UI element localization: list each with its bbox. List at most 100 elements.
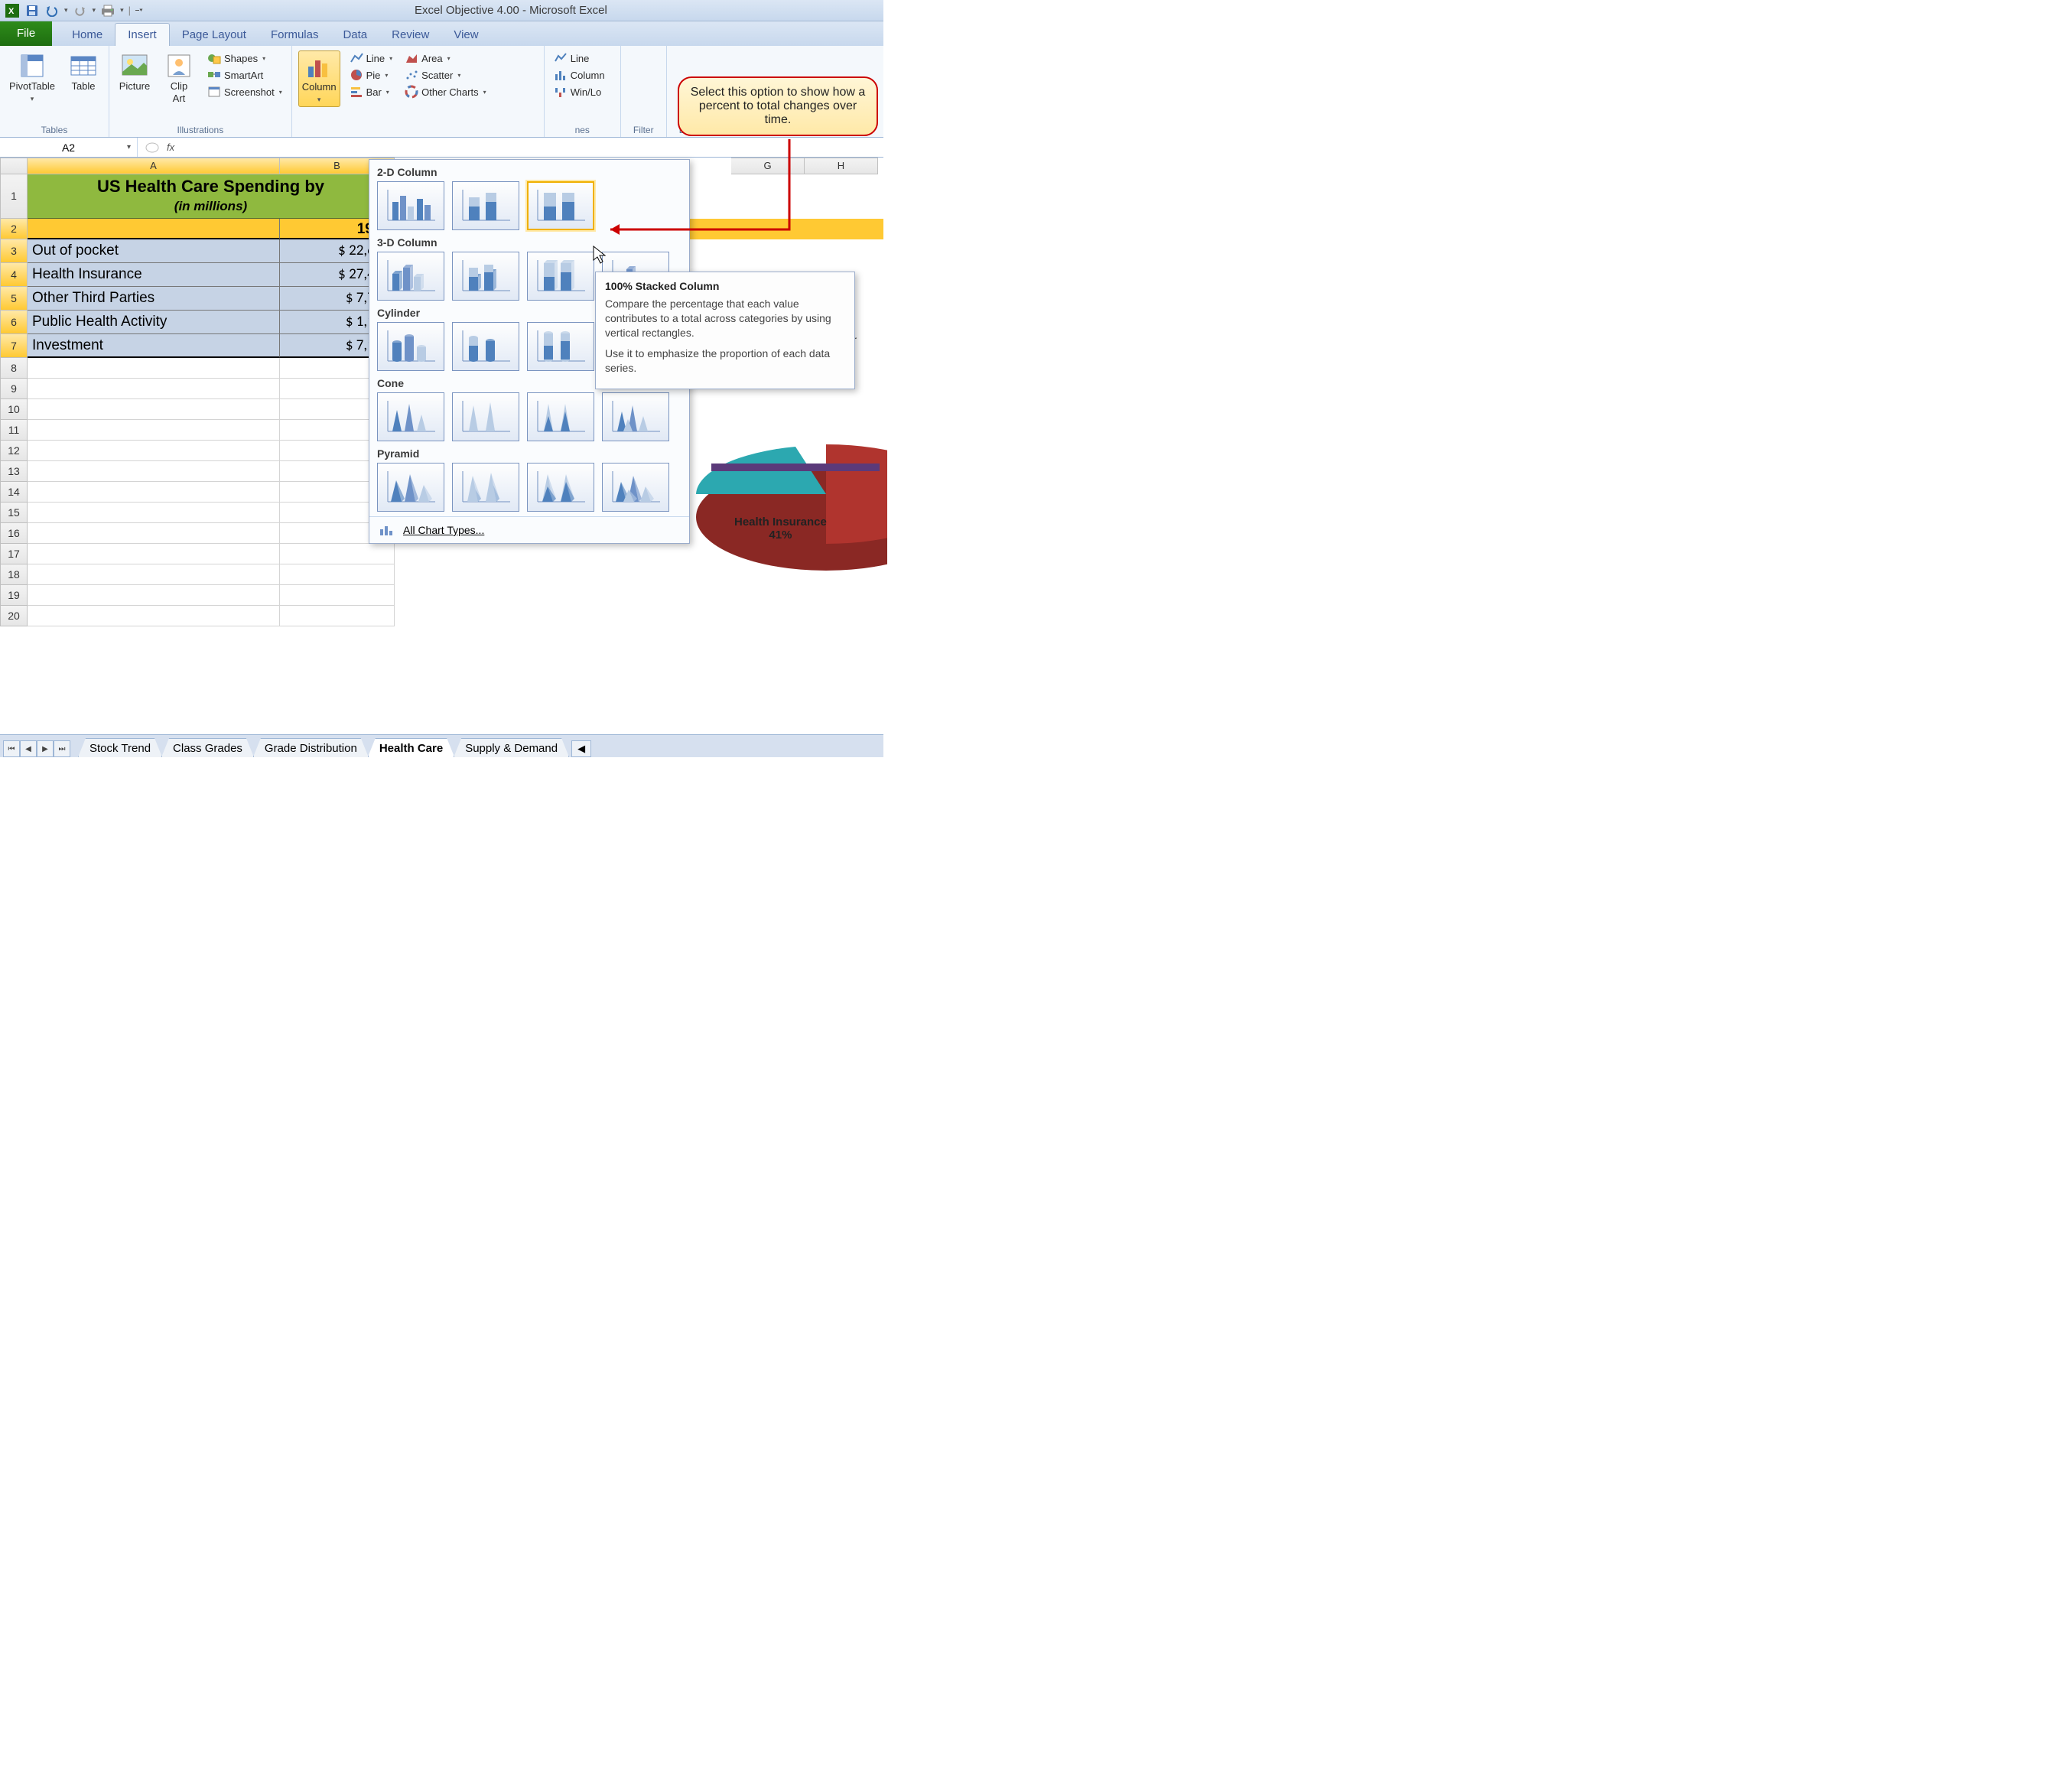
sheet-nav-last[interactable]: ⏭ — [54, 740, 70, 757]
svg-text:X: X — [8, 7, 15, 16]
chart-thumb-0-0[interactable] — [377, 181, 444, 230]
tab-view[interactable]: View — [441, 24, 490, 46]
group-filter: Filter — [621, 46, 667, 137]
row-header-2[interactable]: 2 — [0, 219, 28, 239]
row-header-4[interactable]: 4 — [0, 263, 28, 287]
chart-thumb-1-0[interactable] — [377, 252, 444, 301]
cell-a7[interactable]: Investment — [28, 334, 280, 358]
tab-formulas[interactable]: Formulas — [259, 24, 331, 46]
row-header-3[interactable]: 3 — [0, 239, 28, 263]
chart-thumb-0-2[interactable] — [527, 181, 594, 230]
chart-thumb-1-1[interactable] — [452, 252, 519, 301]
sheet-tab-0[interactable]: Stock Trend — [78, 738, 162, 757]
chart-thumb-4-3[interactable] — [602, 463, 669, 512]
chart-thumb-2-1[interactable] — [452, 322, 519, 371]
row-header-14[interactable]: 14 — [0, 482, 28, 503]
tab-page-layout[interactable]: Page Layout — [170, 24, 259, 46]
sheet-tab-1[interactable]: Class Grades — [161, 738, 254, 757]
sparkline-column-button[interactable]: Column — [551, 67, 608, 83]
chart-thumb-0-1[interactable] — [452, 181, 519, 230]
chart-thumb-2-0[interactable] — [377, 322, 444, 371]
scatter-chart-button[interactable]: Scatter▾ — [402, 67, 489, 83]
row-header-8[interactable]: 8 — [0, 358, 28, 379]
tab-data[interactable]: Data — [330, 24, 379, 46]
tab-insert[interactable]: Insert — [115, 23, 170, 46]
tab-review[interactable]: Review — [379, 24, 441, 46]
chart-thumb-1-2[interactable] — [527, 252, 594, 301]
row-header-5[interactable]: 5 — [0, 287, 28, 311]
bar-chart-button[interactable]: Bar▾ — [346, 84, 396, 99]
row-19: 19 — [0, 585, 883, 606]
area-chart-button[interactable]: Area▾ — [402, 50, 489, 66]
group-tables: PivotTable▾ Table Tables — [0, 46, 109, 137]
sheet-tab-2[interactable]: Grade Distribution — [253, 738, 369, 757]
column-chart-button[interactable]: Column▾ — [298, 50, 340, 107]
sheet-tab-4[interactable]: Supply & Demand — [454, 738, 569, 757]
cell-a4[interactable]: Health Insurance — [28, 263, 280, 287]
sparkline-winloss-button[interactable]: Win/Lo — [551, 84, 608, 99]
row-header-10[interactable]: 10 — [0, 399, 28, 420]
sheet-nav-prev[interactable]: ◀ — [20, 740, 37, 757]
sparkline-line-button[interactable]: Line — [551, 50, 608, 66]
cell-a6[interactable]: Public Health Activity — [28, 311, 280, 334]
row-20: 20 — [0, 606, 883, 626]
row-header-13[interactable]: 13 — [0, 461, 28, 482]
chart-thumb-4-2[interactable] — [527, 463, 594, 512]
smartart-button[interactable]: SmartArt — [204, 67, 285, 83]
row-header-20[interactable]: 20 — [0, 606, 28, 626]
chart-tooltip: 100% Stacked Column Compare the percenta… — [595, 272, 855, 389]
cell-a5[interactable]: Other Third Parties — [28, 287, 280, 311]
cell-a3[interactable]: Out of pocket — [28, 239, 280, 263]
chart-thumb-4-0[interactable] — [377, 463, 444, 512]
other-charts-button[interactable]: Other Charts▾ — [402, 84, 489, 99]
pie-chart-button[interactable]: Pie▾ — [346, 67, 396, 83]
table-button[interactable]: Table — [64, 50, 102, 93]
select-all-corner[interactable] — [0, 158, 28, 174]
group-sparklines: Line Column Win/Lo nes — [545, 46, 621, 137]
callout-arrow — [597, 138, 795, 245]
all-chart-types[interactable]: All Chart Types... — [369, 516, 689, 543]
sheet-tab-3[interactable]: Health Care — [368, 738, 454, 757]
mouse-cursor — [592, 245, 609, 265]
file-tab[interactable]: File — [0, 21, 52, 46]
row-header-16[interactable]: 16 — [0, 523, 28, 544]
picture-button[interactable]: Picture — [115, 50, 154, 93]
chart-thumb-3-0[interactable] — [377, 392, 444, 441]
row-header-12[interactable]: 12 — [0, 441, 28, 461]
pivot-table-button[interactable]: PivotTable▾ — [6, 50, 58, 106]
fx-icon[interactable]: fx — [167, 141, 174, 153]
line-chart-button[interactable]: Line▾ — [346, 50, 396, 66]
sheet-nav-first[interactable]: ⏮ — [3, 740, 20, 757]
chart-thumb-3-3[interactable] — [602, 392, 669, 441]
chart-thumb-3-1[interactable] — [452, 392, 519, 441]
row-header-19[interactable]: 19 — [0, 585, 28, 606]
clipart-button[interactable]: Clip Art — [160, 50, 198, 106]
all-charts-icon — [379, 523, 395, 537]
undo-icon[interactable] — [44, 3, 60, 18]
sheet-nav-next[interactable]: ▶ — [37, 740, 54, 757]
col-header-h[interactable]: H — [805, 158, 878, 174]
all-chart-types-label: All Chart Types... — [403, 524, 484, 536]
col-header-a[interactable]: A — [28, 158, 280, 174]
chart-thumb-3-2[interactable] — [527, 392, 594, 441]
shapes-button[interactable]: Shapes▾ — [204, 50, 285, 66]
redo-icon[interactable] — [73, 3, 88, 18]
row-header-1[interactable]: 1 — [0, 174, 28, 219]
chart-thumb-4-1[interactable] — [452, 463, 519, 512]
row-header-9[interactable]: 9 — [0, 379, 28, 399]
chart-thumb-2-2[interactable] — [527, 322, 594, 371]
row-header-7[interactable]: 7 — [0, 334, 28, 358]
print-icon[interactable] — [100, 3, 115, 18]
row-header-11[interactable]: 11 — [0, 420, 28, 441]
save-icon[interactable] — [24, 3, 40, 18]
instruction-callout: Select this option to show how a percent… — [678, 76, 878, 136]
row-header-6[interactable]: 6 — [0, 311, 28, 334]
group-filter-label: Filter — [627, 123, 660, 137]
row-header-17[interactable]: 17 — [0, 544, 28, 564]
screenshot-button[interactable]: Screenshot▾ — [204, 84, 285, 99]
row-header-18[interactable]: 18 — [0, 564, 28, 585]
tab-home[interactable]: Home — [60, 24, 115, 46]
row-header-15[interactable]: 15 — [0, 503, 28, 523]
sheet-scroll-left[interactable]: ◀ — [571, 740, 591, 757]
name-box[interactable]: A2 — [0, 138, 138, 157]
